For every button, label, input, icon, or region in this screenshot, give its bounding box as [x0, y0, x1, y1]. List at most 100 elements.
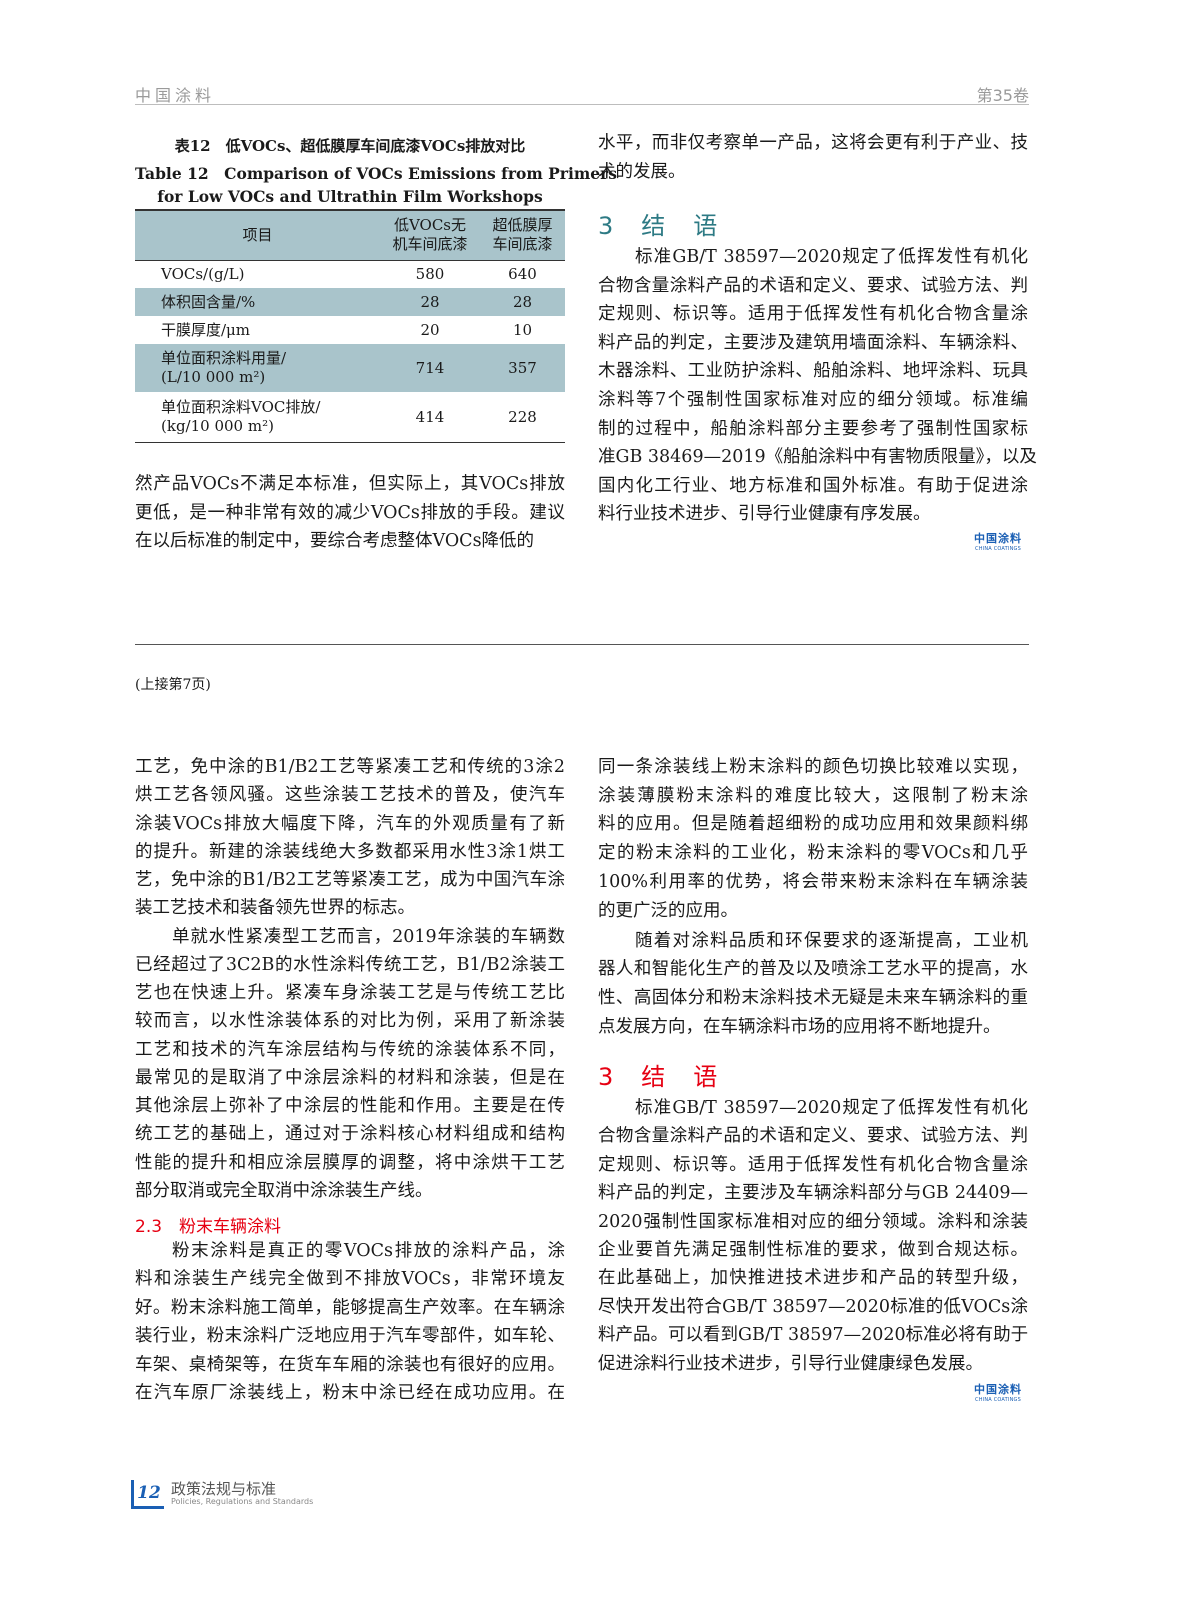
table-row: 干膜厚度/μm 20 10 [135, 316, 565, 344]
paragraph-line: 标准GB/T 38597—2020规定了低挥发性有机化 [635, 247, 1028, 267]
paragraph-line: 在汽车原厂涂装线上，粉末中涂已经在成功应用。在 [135, 1383, 565, 1403]
paragraph-line: 2020强制性国家标准相对应的细分领域。涂料和涂装 [598, 1211, 1028, 1232]
paragraph-line: 促进涂料行业技术进步，引导行业健康绿色发展。 [598, 1353, 983, 1374]
paragraph-line: 合物含量涂料产品的术语和定义、要求、试验方法、判 [598, 275, 1028, 296]
footer-section-cn: 政策法规与标准 [171, 1480, 277, 1498]
paragraph-line: 性、高固体分和粉末涂料技术无疑是未来车辆涂料的重 [598, 987, 1028, 1008]
paragraph-line: 定的粉末涂料的工业化，粉末涂料的零VOCs和几乎 [598, 843, 1028, 864]
table-caption-cn: 表12 低VOCs、超低膜厚车间底漆VOCs排放对比 [174, 137, 526, 155]
paragraph-line: 企业要首先满足强制性标准的要求，做到合规达标。 [598, 1240, 1028, 1260]
paragraph-line: 已经超过了3C2B的水性涂料传统工艺，B1/B2涂装工 [135, 954, 565, 975]
row-low-voc-value: 28 [420, 293, 440, 311]
row-ultrathin-value: 10 [512, 321, 533, 339]
subsection-heading: 2.3 粉末车辆涂料 [135, 1217, 282, 1237]
logo-text-cn: 中国涂料 [974, 532, 1022, 545]
header-ultrathin-line1: 超低膜厚 [492, 216, 553, 235]
continued-note: (上接第7页) [135, 677, 211, 693]
paragraph-line: 较而言，以水性涂装体系的对比为例，采用了新涂装 [135, 1011, 565, 1032]
paragraph-line: 料行业技术进步、引导行业健康有序发展。 [598, 504, 931, 525]
logo-text-en: CHINA COATINGS [975, 546, 1021, 552]
row-item-label: 体积固含量/% [135, 288, 380, 316]
paragraph-line: 料的应用。但是随着超细粉的成功应用和效果颜料绑 [598, 814, 1028, 835]
row-item-line: 干膜厚度/μm [161, 320, 251, 339]
section-heading: 3 结 语 [598, 1063, 720, 1091]
paragraph-line: 艺，免中涂的B1/B2工艺等紧凑工艺，成为中国汽车涂 [135, 870, 565, 890]
row-ultrathin-value: 640 [508, 265, 537, 284]
footer-section-en: Policies, Regulations and Standards [171, 1497, 314, 1506]
table-row: 体积固含量/% 28 28 [135, 288, 565, 316]
paragraph-line: 准GB 38469—2019《船舶涂料中有害物质限量》，以及 [598, 447, 1037, 468]
header-rule [135, 104, 1029, 105]
paragraph-line: 的更广泛的应用。 [598, 900, 738, 921]
header-item: 项目 [242, 225, 273, 244]
section-divider [135, 644, 1029, 645]
paragraph-line: 合物含量涂料产品的术语和定义、要求、试验方法、判 [598, 1126, 1028, 1147]
paragraph-line: 统工艺的基础上，通过对于涂料核心材料组成和结构 [135, 1124, 565, 1145]
header-low-voc-line1: 低VOCs无 [393, 216, 467, 235]
paragraph-line: 100%利用率的优势，将会带来粉末涂料在车辆涂装 [598, 871, 1028, 892]
paragraph-line: 性能的提升和相应涂层膜厚的调整，将中涂烘干工艺 [135, 1152, 565, 1173]
volume-label: 第35卷 [976, 86, 1029, 105]
row-ultrathin-value: 228 [508, 407, 537, 426]
paragraph-line: 烘工艺各领风骚。这些涂装工艺技术的普及，使汽车 [135, 785, 565, 806]
paragraph-line: 定规则、标识等。适用于低挥发性有机化合物含量涂 [598, 304, 1028, 325]
paragraph-line: 料和涂装生产线完全做到不排放VOCs，非常环境友 [135, 1269, 565, 1290]
paragraph-line: 的提升。新建的涂装线绝大多数都采用水性3涂1烘工 [135, 841, 565, 862]
row-item-label: 单位面积涂料VOC排放/(kg/10 000 m²) [135, 392, 380, 442]
paragraph-line: 部分取消或完全取消中涂涂装生产线。 [135, 1180, 433, 1201]
paragraph-line: 装工艺技术和装备领先世界的标志。 [135, 898, 415, 919]
row-item-line: VOCs/(g/L) [161, 264, 245, 283]
paragraph-line: 最常见的是取消了中涂层涂料的材料和涂装，但是在 [135, 1067, 565, 1088]
paragraph-line: 制的过程中，船舶涂料部分主要参考了强制性国家标 [598, 418, 1028, 439]
paragraph-line: 国内化工行业、地方标准和国外标准。有助于促进涂 [598, 475, 1028, 496]
paragraph-line: 术的发展。 [598, 161, 686, 182]
row-ultrathin-value: 357 [508, 359, 537, 377]
china-coatings-logo: 中国涂料 CHINA COATINGS [968, 1381, 1028, 1403]
row-item-line: 单位面积涂料用量/ [161, 349, 287, 367]
paragraph-line: 工艺，免中涂的B1/B2工艺等紧凑工艺和传统的3涂2 [135, 757, 565, 777]
paragraph-line: 在以后标准的制定中，要综合考虑整体VOCs降低的 [135, 531, 535, 552]
paragraph-line: 车架、桌椅架等，在货车车厢的涂装也有很好的应用。 [135, 1354, 565, 1375]
paragraph-line: 涂料等7个强制性国家标准对应的细分领域。标准编 [598, 390, 1028, 410]
header-ultrathin: 超低膜厚 车间底漆 [480, 210, 565, 260]
row-item-label: 单位面积涂料用量/(L/10 000 m²) [135, 344, 380, 392]
china-coatings-logo: 中国涂料 CHINA COATINGS [968, 530, 1028, 552]
row-item-label: 干膜厚度/μm [135, 316, 380, 344]
row-item-line: 单位面积涂料VOC排放/ [161, 397, 321, 416]
paragraph-line: 涂装薄膜粉末涂料的难度比较大，这限制了粉末涂 [598, 785, 1028, 806]
logo-text-en: CHINA COATINGS [975, 1397, 1021, 1403]
row-item-line: (kg/10 000 m²) [161, 416, 274, 435]
paragraph-line: 料产品。可以看到GB/T 38597—2020标准必将有助于 [598, 1325, 1029, 1346]
section-heading: 3 结 语 [598, 212, 720, 240]
table-row: 单位面积涂料用量/(L/10 000 m²) 714 357 [135, 344, 565, 392]
paragraph-line: 在此基础上，加快推进技术进步和产品的转型升级， [598, 1268, 1028, 1289]
paragraph-line: 然产品VOCs不满足本标准，但实际上，其VOCs排放 [135, 474, 565, 494]
table-12: 项目 低VOCs无 机车间底漆 超低膜厚 车间底漆 VOCs/(g/L) 580 640… [135, 209, 565, 443]
paragraph-line: 涂装VOCs排放大幅度下降，汽车的外观质量有了新 [135, 813, 565, 834]
row-low-voc-value: 580 [415, 265, 445, 284]
row-low-voc-value: 414 [415, 407, 445, 426]
paragraph-line: 定规则、标识等。适用于低挥发性有机化合物含量涂 [598, 1154, 1028, 1175]
row-low-voc-value: 714 [415, 359, 445, 377]
paragraph-line: 料产品的判定，主要涉及车辆涂料部分与GB 24409— [598, 1183, 1028, 1204]
logo-text-cn: 中国涂料 [974, 1383, 1022, 1396]
row-item-label: VOCs/(g/L) [135, 260, 380, 288]
header-ultrathin-line2: 车间底漆 [492, 235, 553, 254]
row-low-voc-value: 20 [420, 321, 440, 339]
paragraph-line: 单就水性紧凑型工艺而言，2019年涂装的车辆数 [172, 926, 565, 947]
paragraph-line: 装行业，粉末涂料广泛地应用于汽车零部件，如车轮、 [135, 1326, 565, 1347]
paragraph-line: 更低，是一种非常有效的减少VOCs排放的手段。建议 [135, 502, 565, 523]
paragraph-line: 尽快开发出符合GB/T 38597—2020标准的低VOCs涂 [598, 1296, 1028, 1317]
page-number: 12 [131, 1480, 164, 1509]
paragraph-line: 好。粉末涂料施工简单，能够提高生产效率。在车辆涂 [135, 1297, 565, 1318]
paragraph-line: 料产品的判定，主要涉及建筑用墙面涂料、车辆涂料、 [598, 332, 1028, 353]
paragraph-line: 木器涂料、工业防护涂料、船舶涂料、地坪涂料、玩具 [598, 361, 1028, 382]
journal-name: 中国涂料 [135, 86, 216, 105]
table-caption-en-1: Table 12 Comparison of VOCs Emissions fr… [135, 164, 618, 183]
paragraph-line: 粉末涂料是真正的零VOCs排放的涂料产品，涂 [172, 1241, 565, 1261]
paragraph-line: 工艺和技术的汽车涂层结构与传统的涂装体系不同， [135, 1039, 565, 1060]
paragraph-line: 艺也在快速上升。紧凑车身涂装工艺是与传统工艺比 [135, 983, 565, 1003]
paragraph-line: 器人和智能化生产的普及以及喷涂工艺水平的提高，水 [598, 959, 1028, 980]
table-row: VOCs/(g/L) 580 640 [135, 260, 565, 288]
